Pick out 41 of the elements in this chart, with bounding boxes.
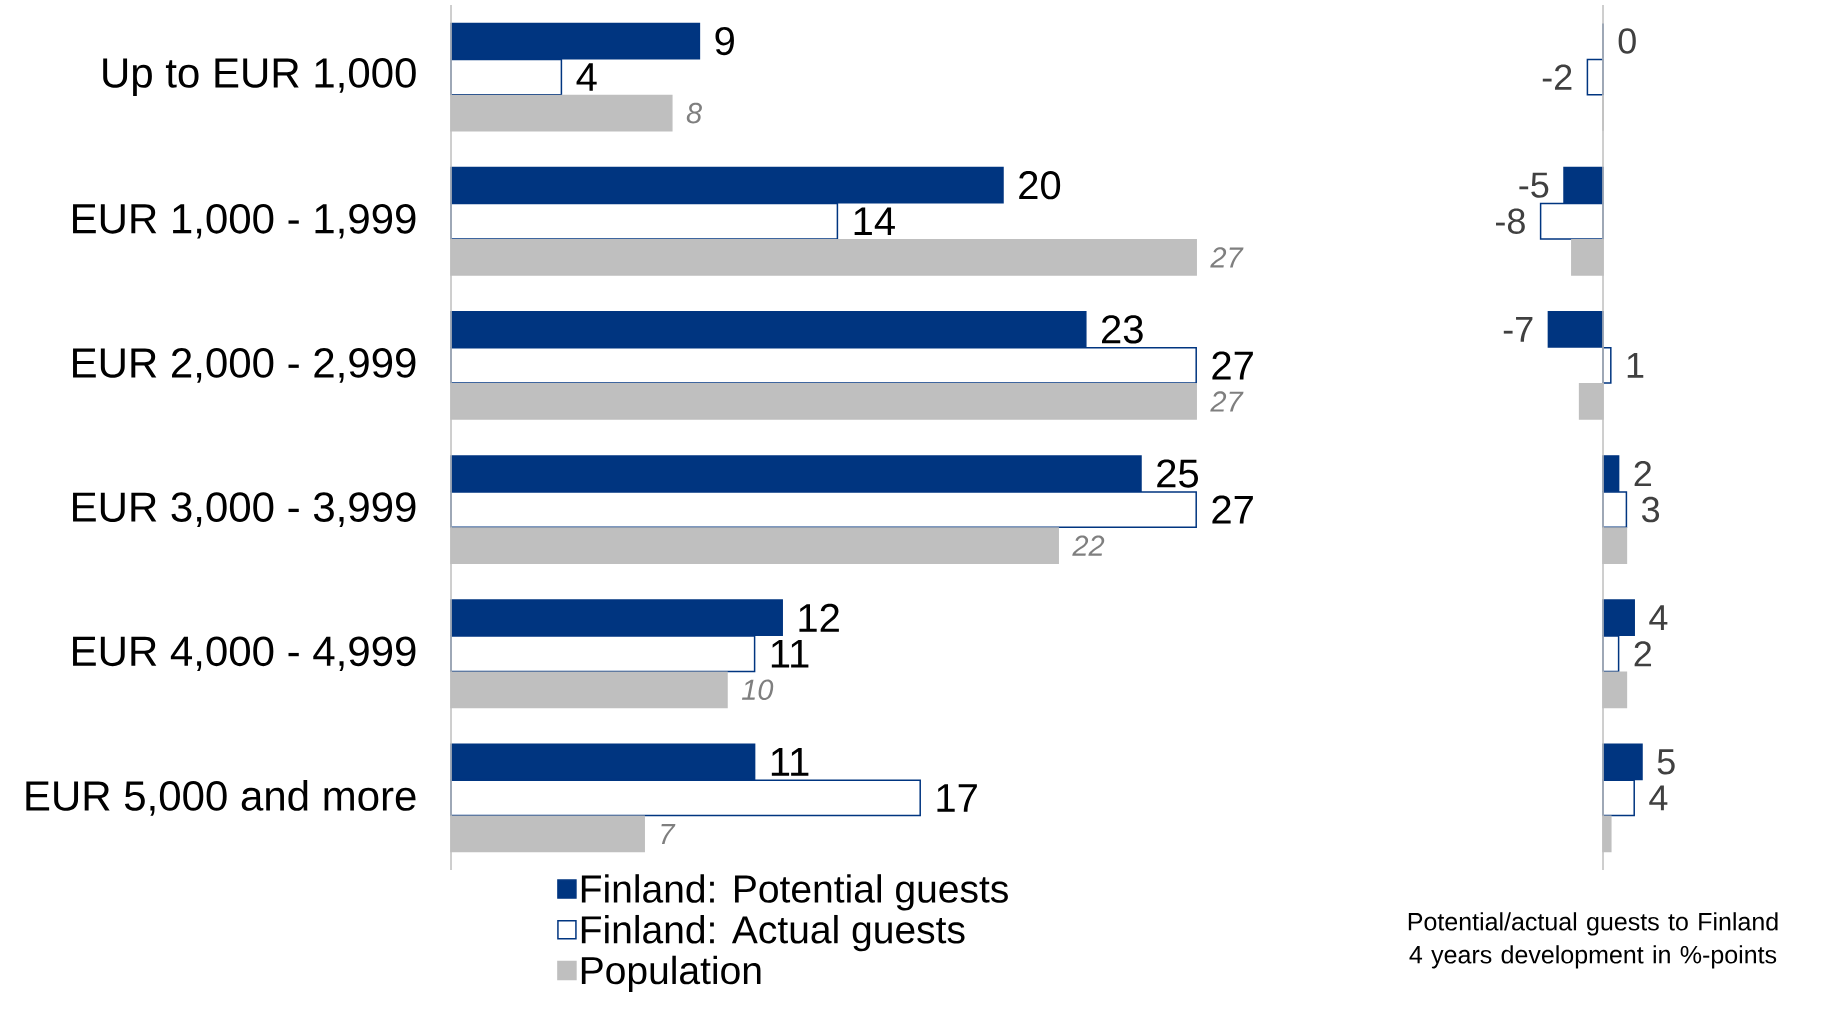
data-label: -2 — [1542, 64, 1572, 90]
data-label: 17 — [937, 784, 977, 812]
data-label: 27 — [1212, 351, 1253, 380]
legend-label: Finland: Potential guests — [581, 874, 1008, 911]
data-label: 8 — [686, 102, 702, 124]
legend-label: Population — [581, 955, 761, 993]
data-label: 9 — [715, 26, 734, 56]
data-label: 23 — [1102, 315, 1143, 344]
data-label: 25 — [1157, 459, 1198, 488]
data-label: 2 — [1634, 641, 1652, 667]
y-tick-label: EUR 2,000 - 2,999 — [73, 348, 416, 383]
data-label: 27 — [1210, 391, 1244, 412]
data-label: 4 — [576, 63, 597, 91]
x-axis-title: Potential/actual guests to Finland 4 years development in %-points — [1408, 912, 1778, 969]
legend-label: Finland: Actual guests — [581, 914, 965, 952]
data-label: 22 — [1072, 535, 1105, 556]
data-label: 5 — [1657, 749, 1675, 775]
data-label: 11 — [771, 748, 809, 776]
data-label: 7 — [661, 823, 676, 844]
data-label: 3 — [1641, 496, 1660, 523]
data-label: -8 — [1496, 208, 1525, 234]
data-label: 0 — [1618, 28, 1636, 54]
data-label: 27 — [1212, 495, 1253, 524]
bar — [1547, 310, 1604, 348]
data-label: 14 — [854, 207, 895, 236]
y-tick-label: EUR 1,000 - 1,999 — [73, 203, 416, 239]
data-label: -7 — [1503, 316, 1533, 342]
data-label: 1 — [1627, 353, 1644, 378]
data-label: 4 — [1649, 785, 1668, 811]
data-label: 4 — [1649, 605, 1668, 631]
data-label: 2 — [1634, 460, 1652, 487]
y-tick-label: EUR 4,000 - 4,999 — [73, 636, 416, 672]
data-label: -5 — [1519, 172, 1549, 198]
data-label: 10 — [741, 679, 774, 701]
y-tick-label: EUR 5,000 and more — [26, 780, 416, 816]
data-label: 27 — [1210, 247, 1244, 268]
data-label: 11 — [771, 640, 809, 668]
data-label: 20 — [1019, 171, 1061, 200]
data-label: 12 — [799, 603, 839, 632]
y-tick-label: EUR 3,000 - 3,999 — [73, 492, 416, 527]
y-tick-label: Up to EUR 1,000 — [103, 58, 416, 97]
